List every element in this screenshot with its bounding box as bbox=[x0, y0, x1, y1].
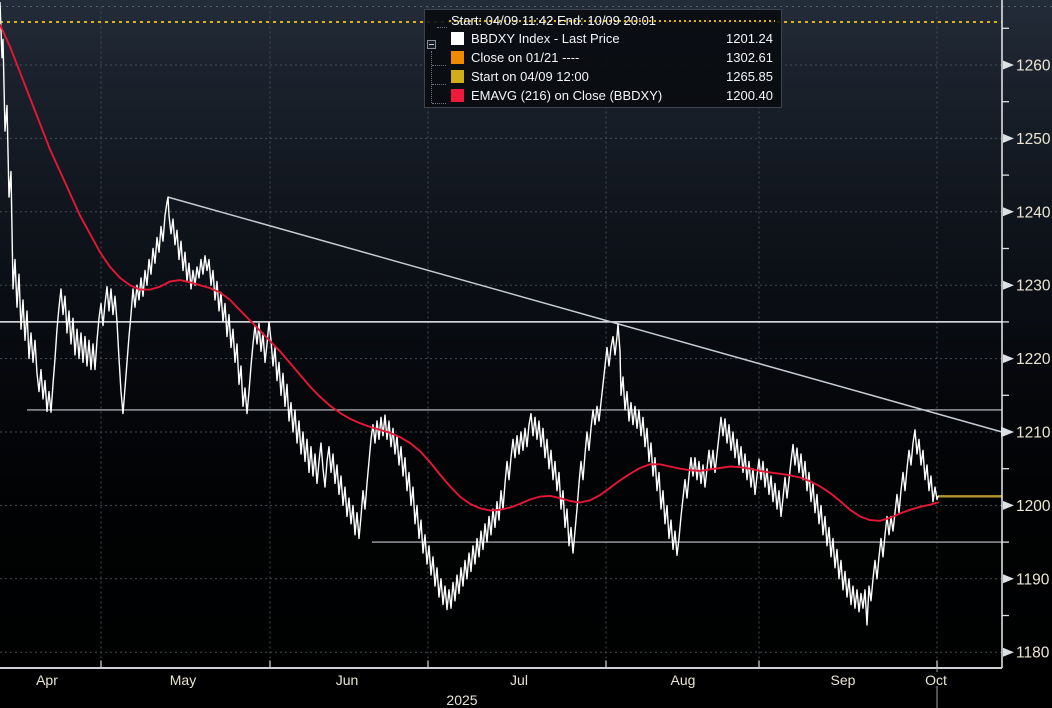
legend-item-value: 1201.24 bbox=[726, 31, 773, 46]
y-tick-arrow-icon bbox=[1003, 60, 1014, 70]
series-swatch-icon bbox=[451, 70, 464, 83]
legend-tree-line bbox=[431, 51, 432, 103]
y-tick-arrow-icon bbox=[1003, 133, 1014, 143]
series-swatch-icon bbox=[451, 51, 464, 64]
legend-item-value: 1200.40 bbox=[726, 88, 773, 103]
x-label-mask bbox=[921, 672, 951, 686]
x-axis-month-label: Apr bbox=[36, 672, 58, 688]
emavg-line bbox=[0, 23, 939, 522]
x-axis-month-label: Jun bbox=[336, 672, 359, 688]
legend-item-label: Start on 04/09 12:00 bbox=[471, 69, 589, 84]
legend-tree-line bbox=[432, 65, 446, 66]
y-axis-label: 1230 bbox=[1016, 278, 1051, 295]
legend-item-value: 1265.85 bbox=[726, 69, 773, 84]
y-axis-label: 1180 bbox=[1016, 645, 1050, 662]
y-axis-label: 1240 bbox=[1016, 204, 1051, 221]
legend-collapse-icon[interactable] bbox=[427, 40, 436, 49]
y-tick-arrow-icon bbox=[1003, 427, 1014, 437]
legend-tree-line bbox=[437, 27, 447, 28]
y-tick-arrow-icon bbox=[1003, 574, 1014, 584]
y-axis-label: 1220 bbox=[1016, 351, 1051, 368]
y-tick-arrow-icon bbox=[1003, 280, 1014, 290]
legend-item-start-line[interactable]: Start on 04/09 12:00 1265.85 bbox=[451, 67, 773, 86]
legend-item-label: BBDXY Index - Last Price bbox=[471, 31, 620, 46]
y-axis-label: 1190 bbox=[1016, 571, 1050, 588]
legend-range-text: Start: 04/09 11:42 End: 10/09 20:01 bbox=[451, 13, 657, 28]
legend-tree-line bbox=[432, 103, 446, 104]
legend-item-value: 1302.61 bbox=[726, 50, 773, 65]
legend-tree-line bbox=[432, 84, 446, 85]
x-axis-year-label: 2025 bbox=[446, 692, 477, 708]
y-tick-arrow-icon bbox=[1003, 647, 1014, 657]
legend-item-last-price[interactable]: BBDXY Index - Last Price 1201.24 bbox=[451, 29, 773, 48]
x-axis-month-label: Oct bbox=[925, 672, 947, 688]
x-axis-month-label: Aug bbox=[671, 672, 696, 688]
y-tick-arrow-icon bbox=[1003, 354, 1014, 364]
legend-item-emavg[interactable]: EMAVG (216) on Close (BBDXY) 1200.40 bbox=[451, 86, 773, 105]
y-axis-label: 1250 bbox=[1016, 131, 1051, 148]
y-axis-label: 1260 bbox=[1016, 58, 1051, 75]
series-swatch-icon bbox=[451, 32, 464, 45]
price-line bbox=[0, 1, 939, 626]
start-line-dots bbox=[449, 20, 775, 22]
x-axis-month-label: Jul bbox=[510, 672, 528, 688]
series-swatch-icon bbox=[451, 89, 464, 102]
y-tick-arrow-icon bbox=[1003, 500, 1014, 510]
y-tick-arrow-icon bbox=[1003, 207, 1014, 217]
trendline bbox=[167, 196, 1003, 433]
y-axis-label: 1210 bbox=[1016, 425, 1051, 442]
legend-item-label: EMAVG (216) on Close (BBDXY) bbox=[471, 88, 663, 103]
legend-range-row: Start: 04/09 11:42 End: 10/09 20:01 bbox=[449, 12, 775, 29]
x-axis-month-label: May bbox=[170, 672, 196, 688]
y-axis-label: 1200 bbox=[1016, 498, 1051, 515]
chart-legend[interactable]: Start: 04/09 11:42 End: 10/09 20:01 BBDX… bbox=[424, 9, 782, 108]
legend-item-close-line[interactable]: Close on 01/21 ---- 1302.61 bbox=[451, 48, 773, 67]
x-axis-month-label: Sep bbox=[831, 672, 856, 688]
legend-item-label: Close on 01/21 ---- bbox=[471, 50, 580, 65]
